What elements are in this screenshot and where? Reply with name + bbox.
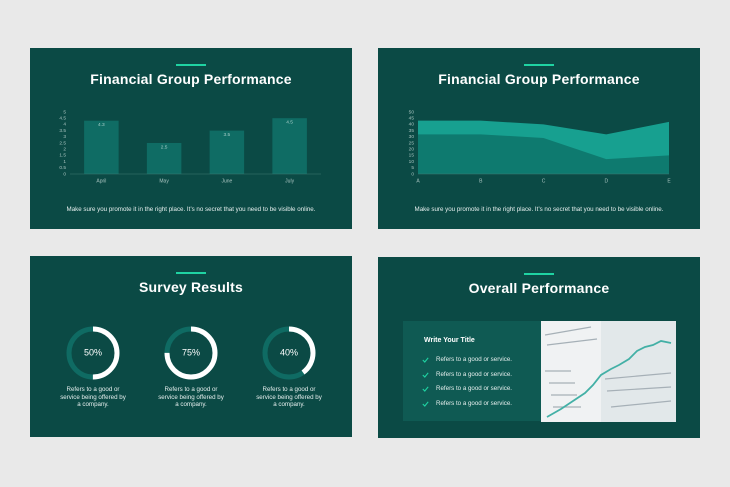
y-tick-label: 5 [63,109,66,115]
donut-arc [66,326,120,380]
y-tick-label: 3.5 [59,128,66,134]
check-icon [422,400,429,407]
y-tick-label: 1 [63,159,66,165]
y-tick-label: 15 [409,153,415,159]
x-tick-label: July [285,178,294,184]
list-item: Refers to a good or service. [436,356,513,363]
x-tick-label: C [542,178,546,184]
donut-label: 75% [182,347,200,357]
accent [176,64,206,66]
value-label: 4.5 [286,119,293,125]
slide: Overall Performance Write Your Title Ref… [378,257,700,438]
y-tick-label: 25 [409,140,415,146]
panel-title: Write Your Title [424,337,475,344]
y-tick-label: 4 [63,122,66,128]
caption: Make sure you promote it in the right pl… [66,206,316,213]
y-tick-label: 3 [63,134,66,140]
check-icon [422,386,429,392]
x-tick-label: B [479,178,483,184]
slide: Survey Results 50% 75% 40% Refers to a goo… [30,256,352,437]
y-tick-label: 0.5 [59,165,66,171]
bar [146,143,182,174]
accent [176,272,206,274]
check-icon [422,357,429,363]
x-tick-label: April [96,178,106,184]
y-tick-label: 50 [409,109,415,115]
slide-title: Overall Performance [468,280,610,296]
x-tick-label: May [159,178,169,184]
value-label: 4.3 [98,122,105,128]
accent [524,64,554,66]
area [418,134,669,174]
slide: Financial Group Performance 4.3 April 2.5 M… [30,48,352,229]
panel: Write Your Title Refers to a good or ser… [403,321,541,421]
x-tick-label: D [604,178,608,184]
y-tick-label: 20 [409,146,415,152]
survey-text: Refers to a good or service being offere… [158,386,224,409]
y-tick-label: 35 [409,128,415,134]
y-tick-label: 45 [409,115,415,121]
slide-title: Financial Group Performance [90,71,292,87]
survey-text: Refers to a good or service being offere… [60,386,126,409]
y-tick-label: 2 [63,146,66,152]
check-icon [422,371,429,378]
chart: 4.3April2.5May3.5June4.5July00.511.522.5… [59,109,321,184]
donut-arc [262,326,316,380]
x-tick-label: E [667,178,671,184]
donut-label: 40% [280,347,298,357]
y-tick-label: 40 [409,122,415,128]
y-tick-label: 5 [411,165,414,171]
y-tick-label: 1.5 [59,153,66,159]
x-tick-label: June [221,178,232,184]
y-tick-label: 0 [411,171,414,177]
list-item: Refers to a good or service. [436,370,513,378]
photo [541,321,676,422]
survey-text: Refers to a good or service being offere… [256,386,322,409]
list-item: Refers to a good or service. [436,399,513,407]
y-tick-label: 4.5 [59,115,66,121]
slide-title: Financial Group Performance [438,71,640,87]
x-tick-label: A [416,178,420,184]
accent [524,273,554,275]
bar [84,120,119,174]
y-tick-label: 10 [409,159,415,165]
donut-arc [164,326,218,380]
slide-title: Survey Results [139,279,243,295]
bar [209,130,245,174]
y-tick-label: 30 [409,134,415,140]
donuts: 50% 75% 40% [66,326,316,380]
y-tick-label: 0 [63,171,66,177]
slide: Financial Group Performance A B C D E 0 5 10 15 2… [378,48,700,229]
caption: Make sure you promote it in the right pl… [414,206,664,213]
value-label: 2.5 [161,144,168,150]
y-tick-label: 2.5 [59,140,66,146]
value-label: 3.5 [224,132,231,138]
list-item: Refers to a good or service. [436,385,513,392]
donut-label: 50% [84,347,102,357]
bar [272,118,307,174]
